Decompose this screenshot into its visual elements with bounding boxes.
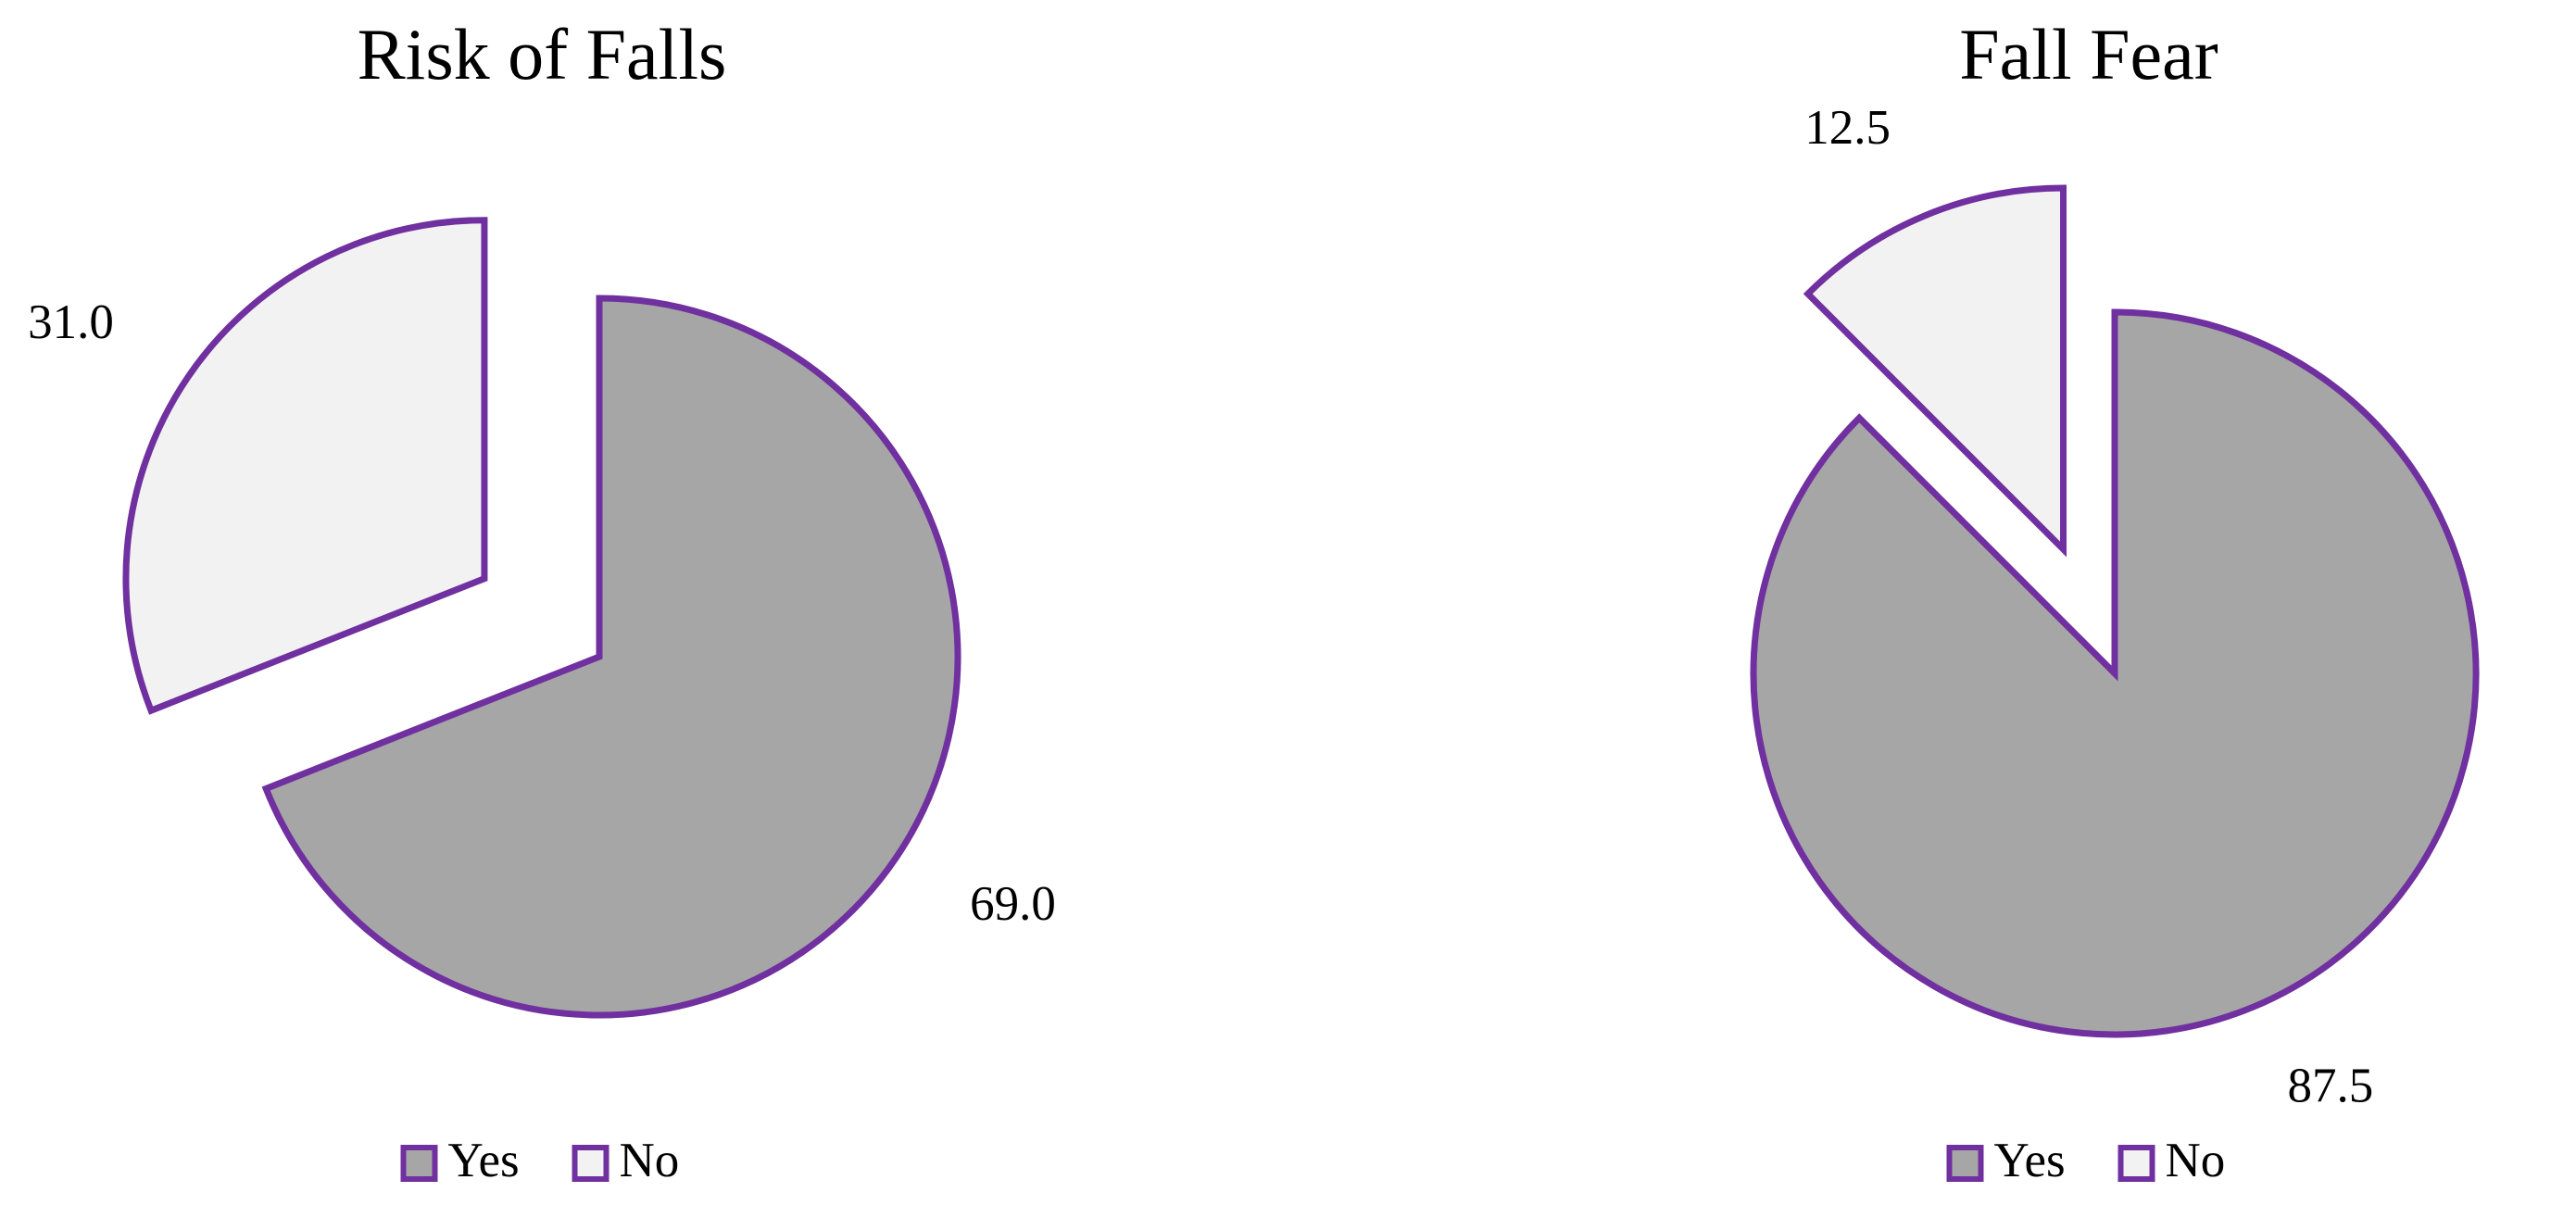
- legend-swatch: [400, 1145, 438, 1182]
- data-label: 31.0: [28, 295, 114, 349]
- legend-label: Yes: [448, 1134, 520, 1187]
- legend-label: No: [620, 1134, 680, 1187]
- pie-slice: [261, 295, 961, 1019]
- pie-chart: Risk of Falls 69.0 31.0 Yes No: [28, 14, 1056, 1187]
- pie-slice: [122, 217, 488, 715]
- pie-slice: [1750, 308, 2480, 1038]
- legend-label: Yes: [1994, 1134, 2066, 1187]
- chart-title: Risk of Falls: [358, 14, 727, 94]
- legend-swatch: [2117, 1145, 2155, 1182]
- legend-swatch: [572, 1145, 609, 1182]
- chart-title: Fall Fear: [1959, 14, 2218, 94]
- legend-label: No: [2166, 1134, 2226, 1187]
- data-label: 69.0: [970, 877, 1056, 931]
- pie-slice: [1803, 184, 2067, 558]
- legend: Yes No: [1946, 1134, 2226, 1187]
- legend-swatch: [1946, 1145, 1984, 1182]
- legend: Yes No: [400, 1134, 680, 1187]
- data-label: 12.5: [1804, 101, 1891, 155]
- data-label: 87.5: [2288, 1060, 2374, 1113]
- pie-chart: Fall Fear 87.5 12.5 Yes No: [1750, 14, 2480, 1187]
